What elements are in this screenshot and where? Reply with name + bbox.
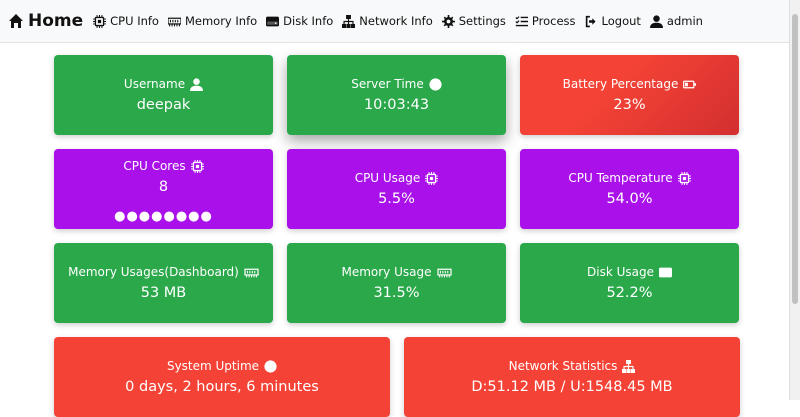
- card-value: D:51.12 MB / U:1548.45 MB: [471, 379, 673, 395]
- card: Disk Usage 52.2%: [520, 243, 739, 323]
- card-title-text: Battery Percentage: [562, 77, 679, 91]
- card: Network Statistics D:51.12 MB / U:1548.45…: [404, 337, 740, 417]
- card-value: 0 days, 2 hours, 6 minutes: [125, 379, 319, 395]
- icon: [429, 77, 442, 91]
- brand-text[interactable]: Home: [28, 11, 84, 31]
- card-value: 31.5%: [373, 285, 420, 301]
- card: Username deepak: [54, 55, 273, 135]
- card: CPU Cores 8 ●●●●●●●●: [54, 149, 273, 229]
- nav-item[interactable]: admin: [649, 14, 703, 28]
- nav-item[interactable]: Disk Info: [266, 14, 333, 28]
- icon: [167, 15, 181, 28]
- core-dots: ●●●●●●●●: [114, 209, 213, 224]
- icon: [190, 77, 204, 91]
- nav-item[interactable]: Network Info: [342, 14, 433, 28]
- card: Battery Percentage 23%: [520, 55, 739, 135]
- icon: [436, 266, 452, 279]
- navbar: Home CPU Info Memory Info Disk Info Network…: [0, 0, 790, 43]
- card-title: CPU Cores: [54, 159, 273, 173]
- nav-item[interactable]: Logout: [585, 14, 641, 28]
- card-title-text: Disk Usage: [587, 265, 654, 279]
- card-value: 54.0%: [606, 191, 653, 207]
- card-title: CPU Usage: [287, 171, 506, 185]
- nav-label[interactable]: Process: [531, 14, 576, 28]
- nav-item[interactable]: Process: [515, 14, 576, 28]
- nav-label[interactable]: Network Info: [359, 14, 433, 28]
- nav-label[interactable]: CPU Info: [110, 14, 159, 28]
- icon: [585, 15, 598, 28]
- icon: [622, 359, 636, 373]
- icon: [425, 171, 439, 185]
- card-value: 53 MB: [140, 285, 187, 301]
- card-title-text: Username: [123, 77, 186, 91]
- card-value: 10:03:43: [363, 97, 430, 113]
- card-title-text: CPU Cores: [123, 159, 186, 173]
- scrollbar[interactable]: [789, 0, 800, 400]
- card-title-text: Server Time: [351, 77, 424, 91]
- card-title: CPU Temperature: [520, 171, 739, 185]
- nav-item[interactable]: Settings: [441, 14, 506, 28]
- icon: [649, 14, 663, 28]
- card: CPU Usage 5.5%: [287, 149, 506, 229]
- card-title: Network Statistics: [404, 359, 740, 373]
- nav-label[interactable]: admin: [666, 14, 703, 28]
- card-title-text: CPU Usage: [354, 171, 421, 185]
- card-value: deepak: [136, 97, 191, 113]
- card-title-text: Memory Usage: [341, 265, 432, 279]
- card: Memory Usages(Dashboard) 53 MB: [54, 243, 273, 323]
- nav-label[interactable]: Logout: [601, 14, 641, 28]
- card-title: System Uptime: [54, 359, 390, 373]
- nav-item[interactable]: CPU Info: [93, 14, 159, 28]
- icon: [658, 266, 672, 279]
- nav-label[interactable]: Disk Info: [283, 14, 334, 28]
- card-title: Memory Usage: [287, 265, 506, 279]
- home-icon: [9, 14, 23, 28]
- nav-label[interactable]: Settings: [458, 14, 506, 28]
- icon: [264, 359, 277, 373]
- card: Server Time 10:03:43: [287, 55, 506, 135]
- card-value: 23%: [613, 97, 646, 113]
- scroll-thumb[interactable]: [792, 14, 798, 304]
- card-title: Battery Percentage: [520, 77, 739, 91]
- icon: [515, 15, 528, 28]
- card-value: 5.5%: [378, 191, 415, 207]
- icon: [244, 266, 259, 279]
- brand[interactable]: Home: [8, 11, 83, 31]
- card: CPU Temperature 54.0%: [520, 149, 739, 229]
- card-title: Disk Usage: [520, 265, 739, 279]
- card-title-text: Memory Usages(Dashboard): [68, 265, 239, 279]
- icon: [190, 159, 204, 173]
- card-title: Server Time: [287, 77, 506, 91]
- icon: [342, 14, 356, 28]
- icon: [441, 14, 455, 28]
- card: System Uptime 0 days, 2 hours, 6 minutes: [54, 337, 390, 417]
- icon: [677, 171, 691, 185]
- nav-item[interactable]: Memory Info: [167, 14, 258, 28]
- icon: [683, 78, 697, 91]
- card-title-text: System Uptime: [166, 359, 260, 373]
- icon: [266, 15, 280, 28]
- card-title: Memory Usages(Dashboard): [54, 265, 273, 279]
- card-value: 8: [158, 179, 169, 195]
- card-title: Username: [54, 77, 273, 91]
- nav-label[interactable]: Memory Info: [184, 14, 258, 28]
- card: Memory Usage 31.5%: [287, 243, 506, 323]
- card-value: 52.2%: [606, 285, 653, 301]
- icon: [93, 14, 107, 28]
- card-title-text: Network Statistics: [508, 359, 618, 373]
- card-title-text: CPU Temperature: [568, 171, 673, 185]
